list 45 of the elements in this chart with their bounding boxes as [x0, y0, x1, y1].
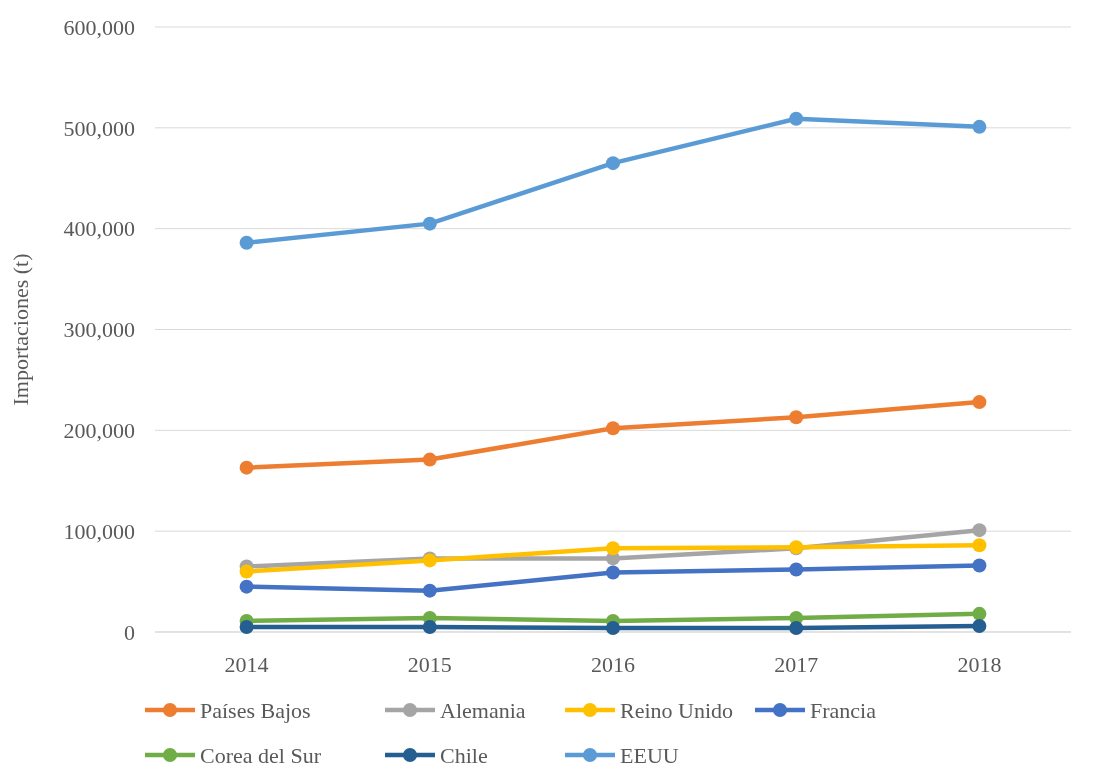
- y-tick-label: 600,000: [63, 14, 135, 40]
- legend-label: Países Bajos: [200, 698, 311, 723]
- point: [972, 523, 987, 538]
- point: [789, 620, 804, 635]
- point: [972, 395, 987, 410]
- point: [422, 619, 437, 634]
- point: [972, 558, 987, 573]
- x-tick-label: 2016: [591, 652, 635, 677]
- legend-label: EEUU: [620, 743, 679, 768]
- legend-label: Alemania: [440, 698, 526, 723]
- point: [606, 421, 620, 436]
- point: [239, 619, 254, 634]
- point: [606, 541, 620, 556]
- legend-label: Francia: [810, 698, 877, 723]
- point: [239, 579, 254, 594]
- point: [239, 460, 254, 475]
- legend-label: Reino Unido: [620, 698, 734, 723]
- point: [972, 538, 987, 553]
- legend-label: Corea del Sur: [200, 743, 322, 768]
- point: [972, 618, 987, 633]
- y-tick-label: 500,000: [63, 115, 135, 141]
- point: [789, 410, 804, 425]
- x-tick-label: 2018: [957, 652, 1002, 677]
- point: [239, 564, 254, 579]
- y-tick-label: 100,000: [63, 518, 135, 544]
- point: [789, 562, 804, 577]
- point: [972, 119, 987, 134]
- point: [422, 583, 437, 598]
- y-axis-title: Importaciones (t): [8, 253, 33, 406]
- point: [606, 620, 620, 635]
- point: [422, 452, 437, 467]
- point: [972, 606, 987, 621]
- x-tick-label: 2015: [407, 652, 452, 677]
- legend-label: Chile: [440, 743, 488, 768]
- point: [422, 216, 437, 231]
- y-tick-label: 0: [124, 619, 135, 645]
- y-tick-label: 200,000: [63, 418, 135, 444]
- x-tick-label: 2014: [224, 652, 269, 677]
- x-tick-label: 2017: [774, 652, 819, 677]
- point: [606, 565, 620, 580]
- y-tick-label: 400,000: [63, 216, 135, 242]
- point: [789, 111, 804, 126]
- point: [239, 235, 254, 250]
- y-tick-label: 300,000: [63, 317, 135, 343]
- point: [606, 156, 620, 171]
